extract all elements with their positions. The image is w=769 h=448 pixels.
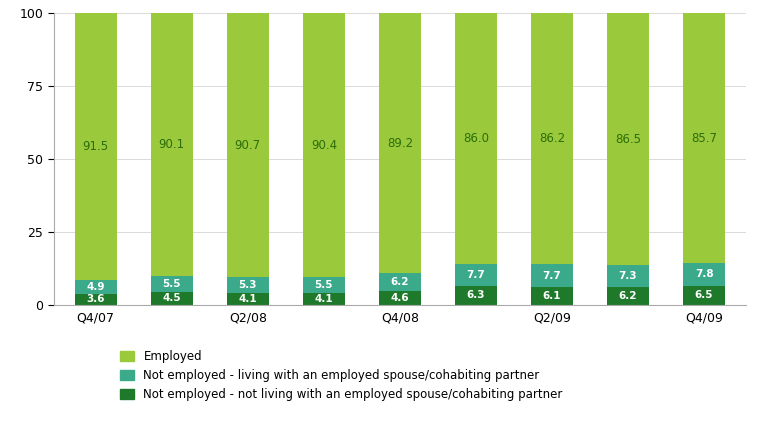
Bar [683, 13, 725, 263]
Text: 86.0: 86.0 [463, 132, 489, 145]
Text: 91.5: 91.5 [82, 140, 108, 153]
Text: 4.1: 4.1 [238, 294, 257, 304]
Text: 89.2: 89.2 [387, 137, 413, 150]
Bar [227, 277, 268, 293]
Bar [455, 264, 497, 286]
Text: 3.6: 3.6 [86, 294, 105, 304]
Bar [683, 286, 725, 305]
Text: 86.5: 86.5 [615, 133, 641, 146]
Text: 7.7: 7.7 [467, 270, 485, 280]
Text: 86.2: 86.2 [539, 133, 565, 146]
Text: 5.3: 5.3 [238, 280, 257, 290]
Text: 90.4: 90.4 [311, 138, 337, 151]
Text: 6.3: 6.3 [467, 290, 485, 301]
Bar [531, 13, 573, 264]
Bar [608, 13, 649, 265]
Bar [227, 293, 268, 305]
Text: 5.5: 5.5 [315, 280, 333, 290]
Bar [303, 293, 345, 305]
Bar [227, 13, 268, 277]
Bar [455, 286, 497, 305]
Bar [303, 13, 345, 277]
Text: 4.6: 4.6 [391, 293, 409, 303]
Text: 6.5: 6.5 [695, 290, 714, 300]
Bar [379, 13, 421, 273]
Bar [75, 280, 117, 294]
Text: 7.7: 7.7 [543, 271, 561, 280]
Bar [151, 13, 192, 276]
Text: 6.2: 6.2 [391, 277, 409, 287]
Bar [531, 287, 573, 305]
Text: 90.1: 90.1 [158, 138, 185, 151]
Bar [608, 287, 649, 305]
Bar [151, 292, 192, 305]
Bar [608, 265, 649, 287]
Text: 85.7: 85.7 [691, 132, 717, 145]
Bar [683, 263, 725, 286]
Bar [151, 276, 192, 292]
Text: 7.8: 7.8 [694, 269, 714, 280]
Bar [455, 13, 497, 264]
Bar [379, 291, 421, 305]
Text: 5.5: 5.5 [162, 279, 181, 289]
Text: 6.1: 6.1 [543, 291, 561, 301]
Bar [531, 264, 573, 287]
Text: 90.7: 90.7 [235, 139, 261, 152]
Text: 7.3: 7.3 [619, 271, 638, 281]
Text: 6.2: 6.2 [619, 291, 638, 301]
Bar [379, 273, 421, 291]
Text: 4.1: 4.1 [315, 294, 333, 304]
Text: 4.9: 4.9 [86, 282, 105, 292]
Legend: Employed, Not employed - living with an employed spouse/cohabiting partner, Not : Employed, Not employed - living with an … [115, 345, 568, 406]
Bar [303, 277, 345, 293]
Bar [75, 294, 117, 305]
Bar [75, 13, 117, 280]
Text: 4.5: 4.5 [162, 293, 181, 303]
